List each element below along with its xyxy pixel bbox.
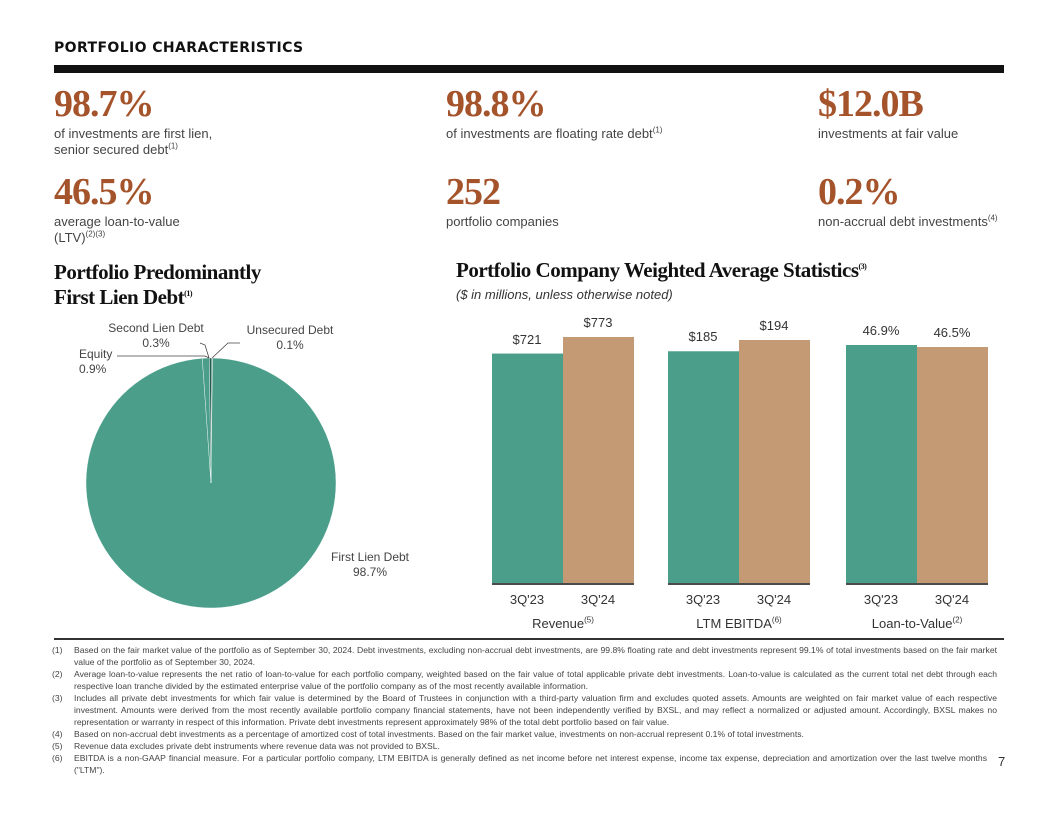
page-number: 7 — [998, 754, 1006, 769]
footnote: (1) Based on the fair market value of the… — [52, 645, 997, 667]
bar-value-label: $721 — [512, 331, 542, 347]
kpi-desc: portfolio companies — [446, 214, 559, 229]
kpi-value: 252 — [446, 171, 501, 213]
bar-value-label: $773 — [583, 315, 613, 330]
footnote: (2) Average loan-to-value represents the … — [52, 669, 997, 691]
kpi-value: 98.8% — [446, 83, 547, 125]
leader-second-lien — [199, 342, 210, 359]
bar-value-label: $194 — [759, 318, 789, 333]
kpi-value: $12.0B — [818, 83, 924, 125]
x-tick-label: 3Q'23 — [685, 592, 721, 607]
footnote: (6) EBITDA is a non-GAAP financial measur… — [52, 753, 987, 775]
kpi-desc: of investments are first lien, senior sec… — [54, 126, 213, 157]
kpi-desc: average loan-to-value (LTV)(2)(3) — [54, 214, 180, 245]
kpi-value: 98.7% — [54, 83, 155, 125]
footnote-rule — [54, 638, 1004, 640]
footnote: (4) Based on non-accrual debt investments… — [52, 729, 804, 739]
pie-label-equity: Equity 0.9% — [79, 347, 113, 376]
bar-section-title: Portfolio Company Weighted Average Stati… — [456, 258, 867, 282]
bar-section-subtitle: ($ in millions, unless otherwise noted) — [456, 287, 673, 302]
x-tick-label: 3Q'24 — [756, 592, 792, 607]
kpi-desc: investments at fair value — [818, 126, 959, 141]
bar-loan-to-value-3q24 — [917, 347, 988, 583]
footnote: (5) Revenue data excludes private debt in… — [52, 741, 440, 751]
bar-revenue-3q23 — [492, 353, 563, 583]
bar-value-label: $185 — [688, 329, 718, 345]
bar-loan-to-value-3q23 — [846, 345, 917, 583]
kpi-floating-rate: 98.8% of investments are floating rate d… — [446, 84, 662, 142]
pie-section-title: Portfolio Predominantly First Lien Debt(1… — [54, 260, 261, 309]
bar-ltm-ebitda-3q23 — [668, 351, 739, 583]
group-label: LTM EBITDA(6) — [696, 615, 782, 631]
pie-slice-second-lien — [209, 357, 212, 484]
pie-label-first-lien: First Lien Debt 98.7% — [330, 550, 410, 579]
leader-equity — [117, 355, 210, 359]
page-title: PORTFOLIO CHARACTERISTICS — [54, 40, 304, 56]
x-tick-label: 3Q'24 — [580, 592, 616, 607]
bar-value-label: 46.9% — [862, 323, 900, 338]
kpi-fair-value: $12.0B investments at fair value — [818, 84, 958, 142]
kpi-desc: of investments are floating rate debt(1) — [446, 125, 663, 141]
kpi-non-accrual: 0.2% non-accrual debt investments(4) — [818, 172, 998, 230]
leader-unsecured — [211, 342, 240, 359]
kpi-ltv: 46.5% average loan-to-value (LTV)(2)(3) — [54, 172, 180, 246]
footnotes: (1) Based on the fair market value of the… — [52, 644, 997, 776]
bar-ltm-ebitda-3q24 — [739, 340, 810, 583]
title-rule — [54, 65, 1004, 73]
bar-revenue-3q24 — [563, 337, 634, 583]
pie-label-second-lien: Second Lien Debt 0.3% — [108, 321, 204, 350]
kpi-first-lien: 98.7% of investments are first lien, seni… — [54, 84, 212, 158]
kpi-value: 46.5% — [54, 171, 154, 213]
footnote: (3) Includes all private debt investments… — [52, 693, 997, 727]
bar-value-label: 46.5% — [933, 325, 971, 341]
x-tick-label: 3Q'23 — [509, 592, 545, 607]
kpi-desc: non-accrual debt investments(4) — [818, 213, 998, 229]
kpi-value: 0.2% — [818, 171, 900, 213]
x-tick-label: 3Q'23 — [863, 592, 899, 607]
group-label: Loan-to-Value(2) — [871, 615, 963, 631]
kpi-portfolio-companies: 252 portfolio companies — [446, 172, 559, 230]
pie-label-unsecured: Unsecured Debt 0.1% — [246, 323, 334, 352]
x-tick-label: 3Q'24 — [934, 592, 970, 607]
group-label: Revenue(5) — [532, 615, 594, 631]
